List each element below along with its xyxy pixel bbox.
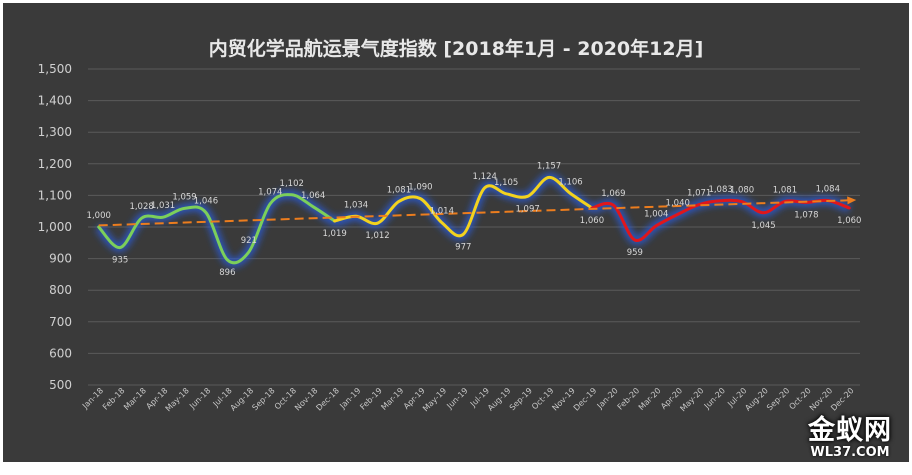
data-label: 1,081 bbox=[773, 185, 797, 195]
data-label: 1,028 bbox=[129, 202, 153, 212]
data-label: 1,124 bbox=[473, 172, 497, 182]
data-label: 896 bbox=[219, 268, 235, 278]
x-tick-label: Sep-20 bbox=[765, 386, 791, 412]
series-line-segment-2 bbox=[333, 175, 594, 238]
watermark-main-text: 金蚁网 bbox=[808, 415, 892, 446]
data-label: 935 bbox=[112, 256, 128, 266]
watermark-sub-text: WL37.COM bbox=[810, 445, 890, 460]
data-label: 1,074 bbox=[258, 188, 282, 198]
data-label: 1,059 bbox=[172, 192, 196, 202]
x-tick-label: May-18 bbox=[164, 386, 191, 413]
data-label: 1,078 bbox=[794, 210, 818, 220]
data-label: 1,157 bbox=[537, 161, 561, 171]
data-label: 1,084 bbox=[816, 184, 840, 194]
data-label: 1,045 bbox=[751, 221, 775, 231]
x-tick-label: Sep-19 bbox=[508, 386, 534, 412]
y-tick-label: 1,100 bbox=[38, 188, 72, 202]
data-label: 1,012 bbox=[365, 231, 389, 241]
data-label: 1,046 bbox=[194, 196, 218, 206]
x-tick-label: Mar-20 bbox=[637, 386, 663, 412]
x-tick-label: Jun-18 bbox=[187, 386, 212, 411]
data-label: 1,064 bbox=[301, 191, 325, 201]
data-label: 977 bbox=[455, 242, 471, 252]
x-tick-label: Jun-20 bbox=[702, 386, 727, 411]
data-label: 1,069 bbox=[601, 189, 625, 199]
x-tick-label: Dec-20 bbox=[829, 386, 856, 413]
watermark-logo: 金蚁网 WL37.COM bbox=[800, 416, 900, 460]
data-label: 921 bbox=[241, 236, 257, 246]
x-tick-label: Mar-18 bbox=[122, 386, 148, 412]
data-label: 1,080 bbox=[730, 186, 754, 196]
data-label: 1,060 bbox=[837, 216, 861, 226]
y-tick-label: 900 bbox=[49, 252, 72, 266]
data-label: 1,034 bbox=[344, 200, 368, 210]
x-tick-label: Feb-18 bbox=[101, 386, 127, 412]
data-label: 1,071 bbox=[687, 189, 711, 199]
x-tick-label: Feb-20 bbox=[616, 386, 642, 412]
y-tick-label: 800 bbox=[49, 283, 72, 297]
chart-title: 内贸化学品航运景气度指数 [2018年1月 - 2020年12月] bbox=[208, 38, 704, 60]
data-label: 1,083 bbox=[708, 185, 732, 195]
data-label: 1,105 bbox=[494, 178, 518, 188]
y-tick-label: 1,300 bbox=[38, 125, 72, 139]
bottom-strip bbox=[0, 462, 912, 475]
x-tick-label: Dec-19 bbox=[572, 386, 599, 413]
x-tick-label: Aug-18 bbox=[229, 386, 256, 413]
x-tick-label: Jan-19 bbox=[337, 386, 362, 411]
y-tick-label: 600 bbox=[49, 346, 72, 360]
data-label: 1,090 bbox=[408, 183, 432, 193]
y-tick-label: 700 bbox=[49, 315, 72, 329]
data-label: 1,031 bbox=[151, 201, 175, 211]
x-tick-label: Jan-18 bbox=[80, 386, 105, 411]
data-label: 1,000 bbox=[87, 211, 111, 221]
x-tick-label: Sep-18 bbox=[250, 386, 276, 412]
data-label: 1,081 bbox=[387, 185, 411, 195]
data-label: 1,102 bbox=[280, 179, 304, 189]
data-label: 1,004 bbox=[644, 210, 668, 220]
y-tick-label: 500 bbox=[49, 378, 72, 392]
data-label: 1,019 bbox=[322, 229, 346, 239]
x-tick-label: Aug-19 bbox=[486, 386, 513, 413]
x-tick-label: Feb-19 bbox=[358, 386, 384, 412]
x-tick-label: Aug-20 bbox=[743, 386, 770, 413]
data-label: 1,040 bbox=[666, 198, 690, 208]
series-line-segment-1 bbox=[97, 193, 337, 265]
y-tick-label: 1,000 bbox=[38, 220, 72, 234]
data-label: 959 bbox=[627, 248, 643, 258]
x-tick-label: Jun-19 bbox=[445, 386, 470, 411]
data-label: 1,014 bbox=[430, 207, 454, 217]
x-tick-label: Jan-20 bbox=[595, 386, 620, 411]
data-label: 1,097 bbox=[515, 204, 539, 214]
x-tick-label: May-19 bbox=[421, 386, 448, 413]
x-tick-label: Mar-19 bbox=[379, 386, 405, 412]
y-tick-label: 1,500 bbox=[38, 62, 72, 76]
x-tick-label: Dec-18 bbox=[314, 386, 341, 413]
x-tick-label: May-20 bbox=[678, 386, 705, 413]
y-tick-label: 1,200 bbox=[38, 157, 72, 171]
data-label: 1,060 bbox=[580, 216, 604, 226]
data-label: 1,106 bbox=[558, 178, 582, 188]
y-tick-label: 1,400 bbox=[38, 94, 72, 108]
